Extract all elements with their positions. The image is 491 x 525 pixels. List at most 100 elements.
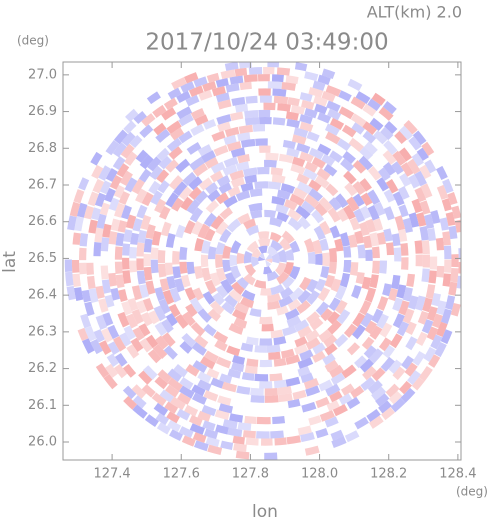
echo-cell bbox=[210, 161, 226, 174]
echo-cell bbox=[162, 289, 175, 305]
echo-cell bbox=[297, 181, 313, 195]
echo-cell bbox=[451, 254, 459, 268]
echo-cell bbox=[264, 159, 277, 168]
echo-cell bbox=[192, 287, 205, 301]
echo-cell bbox=[202, 291, 216, 305]
echo-cell bbox=[103, 373, 118, 390]
echo-cell bbox=[292, 156, 306, 168]
echo-cell bbox=[296, 142, 311, 154]
echo-cell bbox=[276, 211, 290, 223]
echo-cell bbox=[221, 301, 235, 315]
echo-cell bbox=[382, 150, 397, 165]
echo-cell bbox=[289, 193, 305, 207]
y-tick-label: 26.6 bbox=[28, 214, 57, 229]
echo-cell bbox=[154, 376, 169, 390]
echo-cell bbox=[202, 118, 217, 130]
echo-cell bbox=[193, 440, 209, 452]
echo-cell bbox=[250, 394, 265, 403]
echo-cell bbox=[259, 338, 273, 346]
echo-cell bbox=[135, 149, 149, 163]
echo-cell bbox=[346, 196, 360, 212]
echo-cell bbox=[143, 238, 153, 253]
echo-cell bbox=[188, 186, 202, 200]
echo-cell bbox=[152, 344, 168, 360]
y-unit: (deg) bbox=[17, 34, 49, 48]
echo-cell bbox=[154, 322, 168, 337]
echo-cell bbox=[243, 250, 253, 264]
echo-cell bbox=[297, 366, 311, 377]
echo-cell bbox=[142, 298, 154, 312]
echo-cell bbox=[186, 199, 201, 215]
echo-cell bbox=[357, 244, 366, 259]
echo-cell bbox=[314, 202, 328, 217]
echo-cell bbox=[293, 127, 309, 138]
echo-cell bbox=[367, 205, 380, 221]
echo-cell bbox=[204, 228, 216, 242]
echo-cell bbox=[138, 284, 150, 299]
echo-cell bbox=[407, 158, 421, 175]
echo-cell bbox=[398, 185, 410, 200]
echo-cell bbox=[141, 191, 154, 207]
echo-cell bbox=[181, 332, 197, 348]
echo-cell bbox=[88, 219, 98, 234]
echo-cell bbox=[105, 139, 120, 156]
echo-cell bbox=[232, 355, 246, 365]
echo-cell bbox=[327, 207, 341, 223]
echo-cell bbox=[335, 299, 348, 315]
echo-cell bbox=[305, 337, 321, 351]
x-unit: (deg) bbox=[456, 485, 488, 499]
echo-cell bbox=[246, 358, 259, 367]
echo-cell bbox=[242, 167, 258, 177]
echo-cell bbox=[242, 430, 256, 439]
echo-cell bbox=[150, 190, 163, 206]
echo-cell bbox=[168, 146, 183, 160]
echo-cell bbox=[454, 219, 461, 233]
echo-cell bbox=[351, 284, 362, 299]
echo-cell bbox=[362, 235, 372, 249]
echo-cell bbox=[371, 92, 386, 106]
echo-cell bbox=[72, 273, 81, 287]
echo-cell bbox=[315, 427, 329, 439]
echo-cell bbox=[237, 212, 251, 225]
echo-cell bbox=[353, 208, 365, 223]
echo-cell bbox=[186, 261, 195, 275]
echo-cell bbox=[307, 251, 316, 265]
echo-cell bbox=[223, 156, 239, 168]
echo-cell bbox=[380, 126, 394, 141]
echo-cell bbox=[270, 329, 284, 339]
echo-cell bbox=[153, 122, 167, 136]
echo-cell bbox=[344, 182, 358, 197]
echo-cell bbox=[156, 147, 170, 162]
echo-cell bbox=[354, 230, 365, 244]
echo-cell bbox=[415, 331, 428, 347]
echo-cell bbox=[268, 351, 281, 360]
echo-cell bbox=[167, 87, 182, 100]
echo-cell bbox=[378, 167, 391, 181]
echo-cell bbox=[398, 300, 410, 316]
echo-cell bbox=[382, 283, 392, 297]
echo-cell bbox=[127, 297, 139, 312]
echo-cell bbox=[165, 262, 174, 276]
echo-cell bbox=[447, 192, 458, 206]
echo-cell bbox=[278, 295, 294, 308]
echo-cell bbox=[166, 120, 182, 135]
echo-cell bbox=[306, 311, 321, 325]
echo-cell bbox=[214, 339, 228, 352]
echo-cell bbox=[159, 278, 170, 292]
echo-cell bbox=[421, 141, 435, 156]
echo-cell bbox=[135, 188, 148, 204]
echo-cell bbox=[194, 237, 204, 252]
echo-cell bbox=[210, 215, 225, 230]
echo-cell bbox=[329, 225, 341, 239]
echo-cell bbox=[202, 81, 217, 92]
echo-cell bbox=[165, 313, 178, 327]
echo-cell bbox=[206, 72, 220, 83]
echo-cell bbox=[319, 220, 332, 236]
echo-cell bbox=[385, 383, 400, 398]
echo-cell bbox=[132, 218, 143, 232]
echo-cell bbox=[64, 259, 73, 272]
echo-cell bbox=[339, 272, 351, 288]
echo-cell bbox=[122, 270, 132, 284]
echo-cell bbox=[371, 246, 380, 259]
